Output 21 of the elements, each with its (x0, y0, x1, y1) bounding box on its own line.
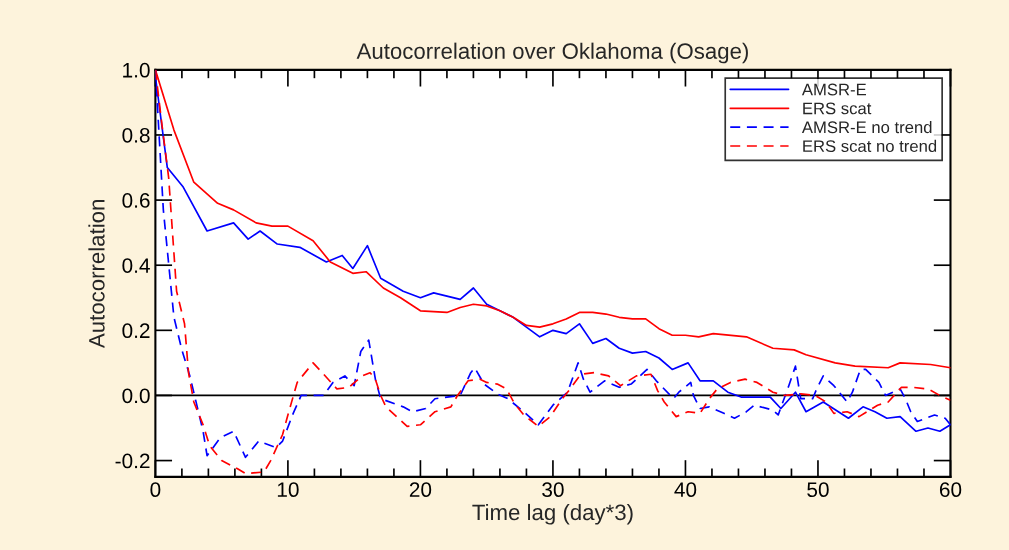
x-tick-label: 60 (939, 482, 962, 498)
y-tick-label: 0.8 (122, 127, 150, 143)
legend-label: AMSR-E no trend (801, 120, 932, 134)
chart-title: Autocorrelation over Oklahoma (Osage) (356, 42, 748, 64)
y-tick-label: -0.2 (115, 453, 150, 469)
legend-label: AMSR-E (801, 83, 866, 96)
y-tick-label: 0.0 (122, 388, 150, 404)
y-tick-label: 0.4 (122, 258, 150, 273)
x-axis-title: Time lag (day*3) (472, 503, 633, 525)
x-tick-label: 20 (409, 482, 432, 498)
x-tick-label: 0 (150, 482, 161, 498)
x-tick-label: 10 (277, 482, 299, 498)
x-tick-label: 50 (807, 482, 829, 498)
y-axis-title: Autocorrelation (88, 200, 105, 349)
legend-label: ERS scat no trend (803, 139, 937, 153)
y-tick-label: 0.6 (122, 193, 150, 208)
y-tick-label: 0.2 (122, 323, 150, 339)
x-tick-label: 30 (542, 482, 564, 498)
legend-label: ERS scat (803, 102, 872, 115)
x-tick-label: 40 (674, 482, 697, 498)
y-tick-label: 1.0 (123, 62, 150, 78)
